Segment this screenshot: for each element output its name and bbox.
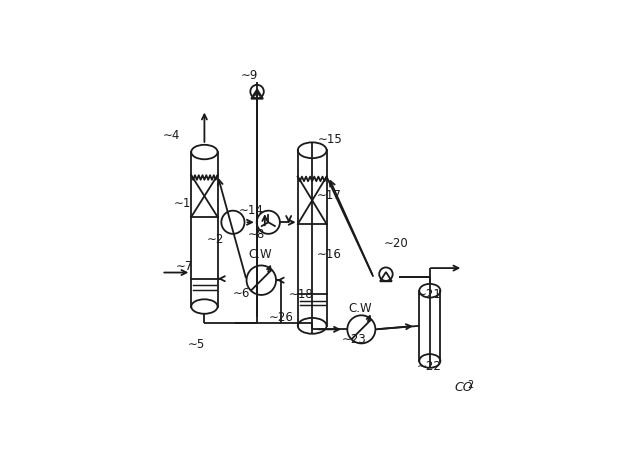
Text: ∼6: ∼6: [232, 286, 250, 299]
Text: ∼9: ∼9: [241, 69, 259, 82]
Text: ∼17: ∼17: [317, 188, 342, 201]
Text: ∼1: ∼1: [173, 197, 191, 210]
Text: ∼5: ∼5: [188, 337, 205, 350]
Text: ∼8: ∼8: [248, 228, 265, 240]
Text: ∼14: ∼14: [239, 204, 263, 217]
Text: 2: 2: [468, 379, 474, 389]
Text: ∼16: ∼16: [317, 248, 342, 261]
Text: C.W: C.W: [349, 301, 372, 314]
Text: CO: CO: [454, 380, 473, 393]
Text: ∼21: ∼21: [417, 287, 442, 300]
Text: ∼18: ∼18: [289, 287, 314, 300]
Text: ∼2: ∼2: [207, 232, 224, 245]
Text: ∼20: ∼20: [384, 237, 409, 250]
Text: ∼4: ∼4: [163, 129, 180, 142]
Text: ∼15: ∼15: [318, 133, 343, 146]
Text: ∼23: ∼23: [342, 333, 367, 345]
Text: ∼22: ∼22: [417, 359, 442, 372]
Text: C.W: C.W: [249, 247, 273, 260]
Text: ∼7: ∼7: [175, 259, 193, 272]
Text: ∼26: ∼26: [268, 310, 293, 323]
